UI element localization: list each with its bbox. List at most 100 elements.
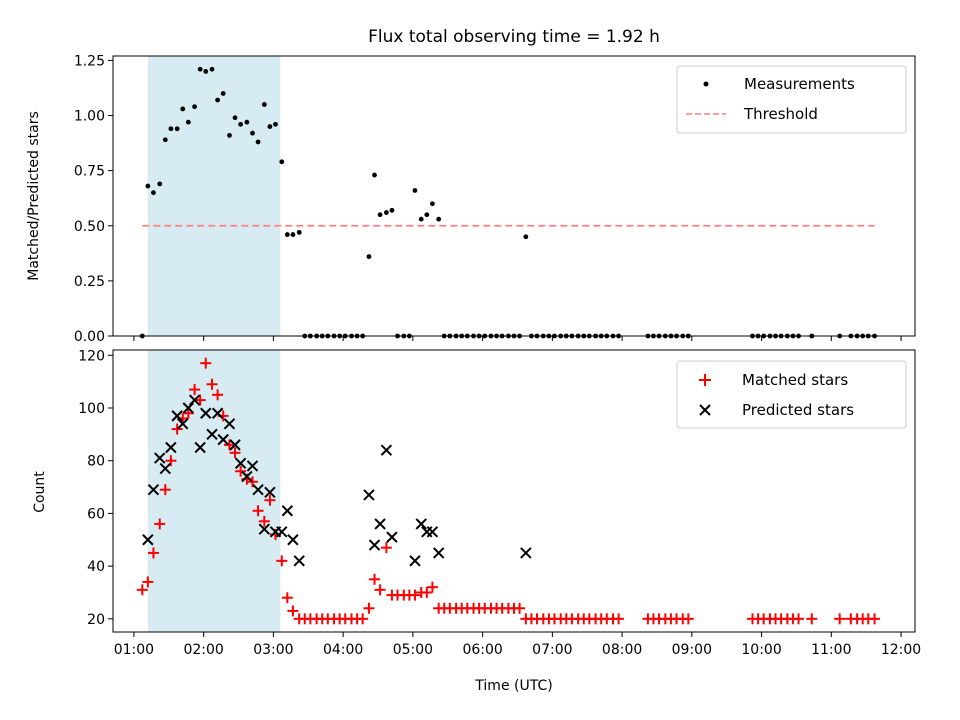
- predicted-star-point: [171, 410, 183, 422]
- predicted-star-point: [154, 452, 166, 464]
- count-y-tick-label: 40: [87, 559, 105, 575]
- measurement-point: [424, 212, 430, 218]
- predicted-star-point: [246, 460, 259, 472]
- measurement-point: [250, 130, 255, 136]
- count-x-tick-label: 10:00: [741, 642, 781, 658]
- predicted-star-point: [415, 518, 427, 530]
- matched-star-point: [374, 584, 386, 596]
- measurement-point: [412, 188, 418, 193]
- matched-star-point: [426, 581, 438, 593]
- predicted-star-point: [217, 433, 229, 446]
- predicted-star-point: [363, 489, 375, 501]
- predicted-star-point: [165, 441, 177, 454]
- predicted-star-point: [374, 518, 386, 530]
- ratio-x-ticks: [133, 336, 902, 341]
- measurement-point: [418, 216, 424, 222]
- measurement-point: [366, 254, 372, 260]
- measurement-point: [197, 66, 203, 72]
- predicted-star-point: [281, 505, 294, 517]
- measurement-point: [232, 115, 238, 121]
- matched-star-point: [357, 613, 369, 625]
- predicted-star-point: [159, 462, 172, 475]
- count-y-tick-label: 100: [78, 401, 105, 417]
- count-x-tick-label: 07:00: [532, 642, 572, 658]
- matched-star-point: [276, 555, 288, 567]
- measurement-point: [180, 106, 186, 112]
- count-axes-frame: [112, 349, 916, 633]
- matched-star-point: [182, 407, 194, 419]
- matched-star-point: [287, 605, 299, 617]
- ratio-y-tick-label: 1.25: [74, 53, 105, 69]
- count-x-tick-label: 11:00: [811, 642, 851, 658]
- measurement-point: [209, 66, 215, 72]
- count-x-axis-label: Time (UTC): [474, 678, 552, 694]
- matched-star-point: [409, 589, 421, 601]
- measurement-point: [238, 121, 244, 127]
- measurement-point: [436, 216, 442, 222]
- measurement-point: [145, 183, 151, 189]
- ratio-legend-box: [676, 65, 907, 134]
- predicted-star-point: [142, 534, 154, 546]
- matched-star-point: [613, 613, 625, 625]
- measurement-point: [220, 91, 226, 96]
- count-legend-box: [676, 360, 907, 429]
- matched-star-point: [212, 389, 224, 401]
- measurement-point: [267, 124, 273, 129]
- count-x-tick-label: 01:00: [114, 642, 154, 658]
- measurement-point: [162, 137, 168, 143]
- count-y-tick-label: 80: [87, 454, 105, 470]
- matched-star-point: [252, 505, 264, 517]
- predicted-star-point: [188, 394, 201, 406]
- ratio-y-tick-label: 0.00: [74, 329, 105, 345]
- predicted-star-point: [386, 531, 398, 543]
- measurement-point: [157, 181, 163, 187]
- count-y-tick-label: 120: [78, 348, 105, 364]
- ratio-axes-frame: [112, 55, 916, 337]
- matched-star-point: [189, 384, 201, 396]
- matched-star-point: [264, 494, 276, 506]
- ratio-y-tick-label: 0.25: [74, 274, 105, 290]
- predicted-star-point: [293, 555, 305, 567]
- predicted-star-point: [520, 547, 532, 559]
- predicted-star-point: [147, 483, 160, 496]
- matched-star-point: [682, 613, 694, 625]
- ratio-y-tick-label: 0.75: [74, 164, 105, 180]
- matched-star-point: [154, 518, 166, 530]
- predicted-star-point: [432, 547, 445, 559]
- predicted-star-point: [380, 444, 393, 456]
- matched-star-point: [363, 602, 375, 614]
- legend-predicted-marker: [699, 404, 711, 416]
- measurement-point: [523, 234, 529, 240]
- predicted-star-point: [234, 457, 247, 470]
- matched-star-point: [136, 584, 148, 596]
- count-y-ticks: 20 40 60 80 100 120: [78, 348, 113, 628]
- matched-star-point: [159, 484, 171, 496]
- count-y-tick-label: 20: [87, 612, 105, 628]
- ratio-y-axis-label: Matched/Predicted stars: [26, 111, 42, 281]
- measurement-point: [389, 207, 395, 213]
- figure-title: Flux total observing time = 1.92 h: [368, 27, 660, 47]
- predicted-star-point: [223, 418, 236, 430]
- matched-star-point: [229, 447, 241, 459]
- count-marks: [136, 357, 881, 625]
- ratio-panel: 0.00 0.25 0.50 0.75 1.00 1.25 Matched/Predict…: [26, 53, 916, 345]
- count-x-tick-label: 06:00: [462, 642, 502, 658]
- matched-star-point: [200, 357, 212, 369]
- measurement-point: [203, 69, 209, 74]
- predicted-star-point: [264, 486, 276, 499]
- matched-star-point: [206, 378, 218, 390]
- legend-matched-marker: [699, 374, 711, 386]
- measurement-point: [244, 119, 250, 125]
- measurement-point: [290, 232, 296, 237]
- matched-star-point: [380, 542, 392, 554]
- matched-star-point: [281, 592, 293, 604]
- matched-star-point: [421, 586, 433, 598]
- matched-star-point: [147, 547, 159, 559]
- measurement-point: [284, 232, 290, 237]
- measurement-point: [377, 212, 383, 218]
- ratio-legend: Measurements Threshold: [676, 65, 907, 134]
- count-x-tick-label: 03:00: [253, 642, 293, 658]
- ratio-y-tick-label: 0.50: [74, 219, 105, 235]
- count-x-tick-label: 02:00: [183, 642, 223, 658]
